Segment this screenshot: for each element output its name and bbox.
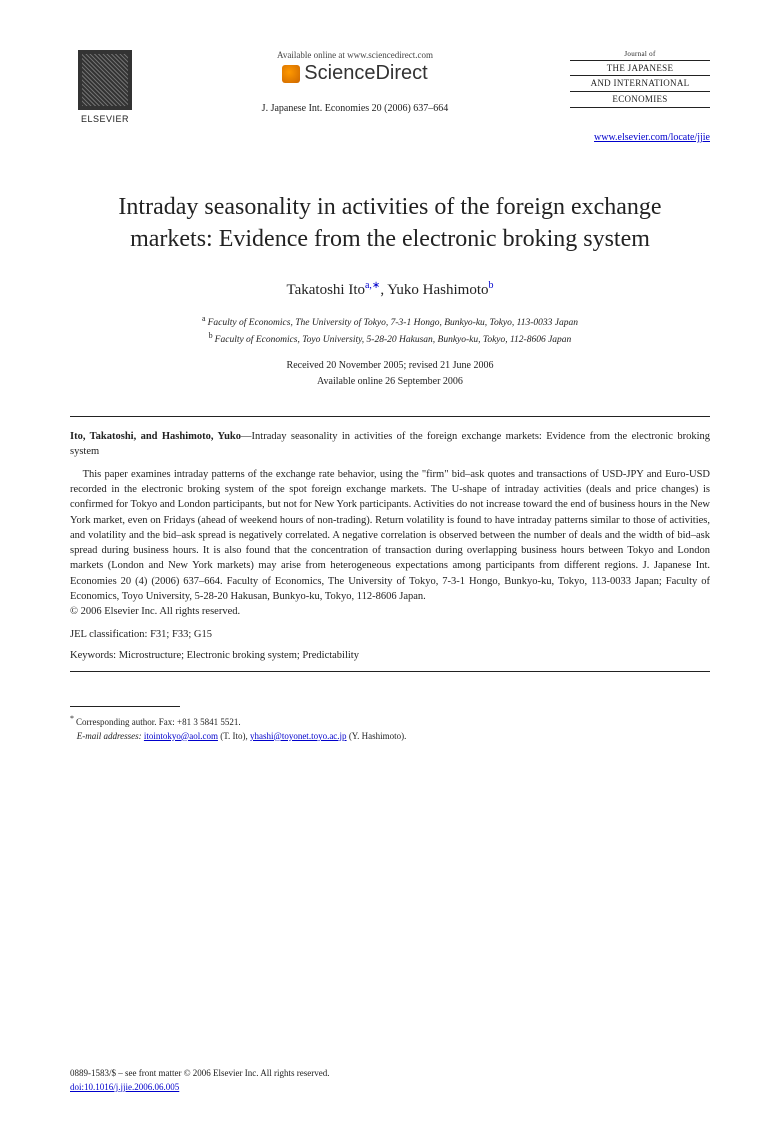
- journal-title-box: Journal of THE JAPANESE AND INTERNATIONA…: [570, 50, 710, 108]
- abstract-rule-bottom: [70, 671, 710, 672]
- jel-label: JEL classification:: [70, 629, 147, 640]
- author-list: Takatoshi Itoa,∗, Yuko Hashimotob: [70, 280, 710, 299]
- journal-citation: J. Japanese Int. Economies 20 (2006) 637…: [140, 103, 570, 114]
- email-link-1[interactable]: itointokyo@aol.com: [144, 731, 218, 741]
- abstract-body: This paper examines intraday patterns of…: [70, 467, 710, 604]
- issn-line: 0889-1583/$ – see front matter © 2006 El…: [70, 1067, 710, 1081]
- abstract-rule-top: [70, 416, 710, 417]
- copyright-line: © 2006 Elsevier Inc. All rights reserved…: [70, 606, 710, 617]
- abstract-lead-bold: Ito, Takatoshi, and Hashimoto, Yuko: [70, 431, 241, 442]
- journal-box-line4: ECONOMIES: [570, 92, 710, 108]
- email-label: E-mail addresses:: [77, 731, 142, 741]
- elsevier-tree-icon: [78, 50, 132, 110]
- journal-link-row: www.elsevier.com/locate/jjie: [70, 132, 710, 143]
- sciencedirect-brand: ScienceDirect: [140, 62, 570, 85]
- publisher-logo-block: ELSEVIER: [70, 50, 140, 124]
- email-person-2: (Y. Hashimoto).: [349, 731, 407, 741]
- keywords-value: Microstructure; Electronic broking syste…: [119, 650, 359, 661]
- article-dates: Received 20 November 2005; revised 21 Ju…: [70, 358, 710, 390]
- email-link-2[interactable]: yhashi@toyonet.toyo.ac.jp: [250, 731, 347, 741]
- author-2-marks: b: [489, 280, 494, 291]
- doi-label: doi:: [70, 1082, 84, 1092]
- author-2-name: Yuko Hashimoto: [387, 282, 488, 298]
- journal-homepage-link[interactable]: www.elsevier.com/locate/jjie: [594, 132, 710, 143]
- corr-text: Corresponding author. Fax: +81 3 5841 55…: [76, 717, 241, 727]
- affil-a-text: Faculty of Economics, The University of …: [208, 318, 578, 328]
- doi-value: 10.1016/j.jjie.2006.06.005: [84, 1082, 179, 1092]
- sciencedirect-icon: [282, 65, 300, 83]
- received-date: Received 20 November 2005; revised 21 Ju…: [70, 358, 710, 374]
- jel-value: F31; F33; G15: [150, 629, 212, 640]
- journal-box-line1: Journal of: [570, 50, 710, 60]
- article-title: Intraday seasonality in activities of th…: [90, 191, 690, 256]
- sciencedirect-label: ScienceDirect: [304, 62, 427, 85]
- keywords: Keywords: Microstructure; Electronic bro…: [70, 650, 710, 661]
- corresponding-author-note: * Corresponding author. Fax: +81 3 5841 …: [70, 713, 710, 743]
- email-person-1: (T. Ito),: [220, 731, 248, 741]
- page-header: ELSEVIER Available online at www.science…: [70, 50, 710, 124]
- footnote-rule: [70, 706, 180, 707]
- affiliation-list: a Faculty of Economics, The University o…: [70, 313, 710, 348]
- page-footer: 0889-1583/$ – see front matter © 2006 El…: [70, 1067, 710, 1094]
- author-1-marks: a,∗: [365, 280, 380, 291]
- available-online-text: Available online at www.sciencedirect.co…: [140, 50, 570, 60]
- abstract-lead: Ito, Takatoshi, and Hashimoto, Yuko—Intr…: [70, 429, 710, 459]
- jel-classification: JEL classification: F31; F33; G15: [70, 629, 710, 640]
- doi-line: doi:10.1016/j.jjie.2006.06.005: [70, 1081, 710, 1095]
- doi-link[interactable]: doi:10.1016/j.jjie.2006.06.005: [70, 1082, 179, 1092]
- online-date: Available online 26 September 2006: [70, 374, 710, 390]
- journal-box-line2: THE JAPANESE: [570, 60, 710, 77]
- author-1-name: Takatoshi Ito: [286, 282, 365, 298]
- header-center: Available online at www.sciencedirect.co…: [140, 50, 570, 114]
- journal-box-line3: AND INTERNATIONAL: [570, 76, 710, 92]
- publisher-name: ELSEVIER: [70, 114, 140, 124]
- keywords-label: Keywords:: [70, 650, 116, 661]
- affil-b-text: Faculty of Economics, Toyo University, 5…: [215, 335, 572, 345]
